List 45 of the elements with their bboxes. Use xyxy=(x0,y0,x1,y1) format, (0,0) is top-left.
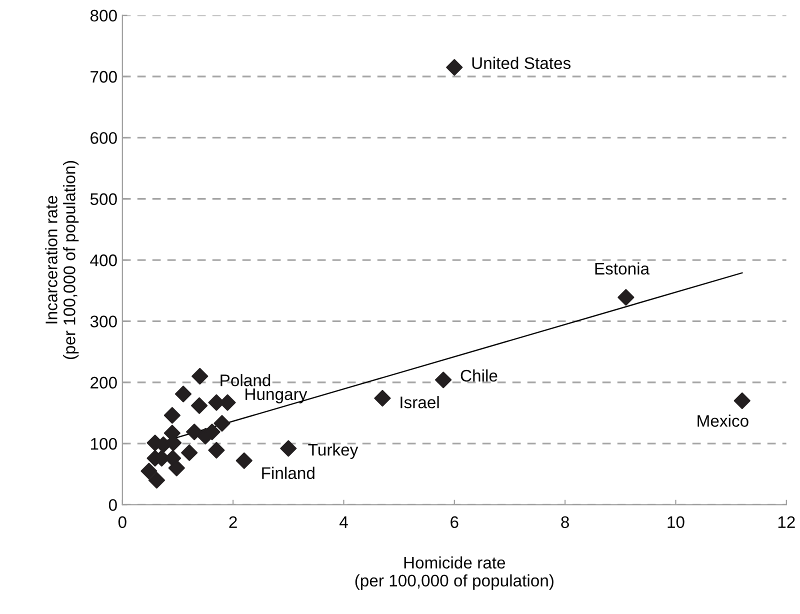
y-tick-label: 100 xyxy=(91,438,117,450)
x-tick-label: 4 xyxy=(339,516,348,528)
point xyxy=(214,415,230,432)
annotation: Poland xyxy=(220,374,270,386)
point xyxy=(236,452,252,469)
point xyxy=(208,442,225,459)
point xyxy=(181,444,198,462)
x-tick-label: 8 xyxy=(561,516,569,528)
y-tick-label: 700 xyxy=(90,70,117,83)
point xyxy=(734,392,750,410)
annotation: Israel xyxy=(400,396,439,408)
annotation: Turkey xyxy=(308,443,358,459)
point xyxy=(168,460,185,476)
x-tick-label: 2 xyxy=(229,516,237,528)
point xyxy=(148,472,166,489)
point xyxy=(435,372,452,388)
annotation: Mexico xyxy=(698,414,748,427)
x-tick-label: 6 xyxy=(450,516,458,528)
y-tick-label: 200 xyxy=(90,376,117,389)
point xyxy=(191,397,208,414)
y-tick-label: 500 xyxy=(90,193,117,206)
x-tick-label: 10 xyxy=(668,516,684,528)
annotation: Finland xyxy=(262,466,314,480)
point xyxy=(140,462,158,480)
annotation: United States xyxy=(472,56,571,70)
point xyxy=(374,390,391,407)
point xyxy=(192,368,208,385)
y-tick-label: 800 xyxy=(90,10,117,22)
y-tick-label: 400 xyxy=(90,254,117,266)
point xyxy=(164,407,180,424)
point xyxy=(446,59,463,76)
y-axis-title: Incarceration rate (per 100,000 of population) xyxy=(45,160,79,360)
x-tick-label: 12 xyxy=(778,516,795,528)
point xyxy=(174,386,192,402)
annotation: Hungary xyxy=(246,388,308,404)
y-tick-label: 0 xyxy=(108,499,117,511)
annotation: Chile xyxy=(460,369,498,382)
y-tick-label: 300 xyxy=(90,316,117,328)
point xyxy=(280,440,297,457)
y-tick-label: 600 xyxy=(90,132,117,144)
x-tick-label: 0 xyxy=(118,516,126,528)
point xyxy=(618,289,634,306)
point xyxy=(186,424,203,440)
annotation: Estonia xyxy=(595,262,650,275)
x-axis-title: Homicide rate (per 100,000 of population) xyxy=(355,556,554,590)
